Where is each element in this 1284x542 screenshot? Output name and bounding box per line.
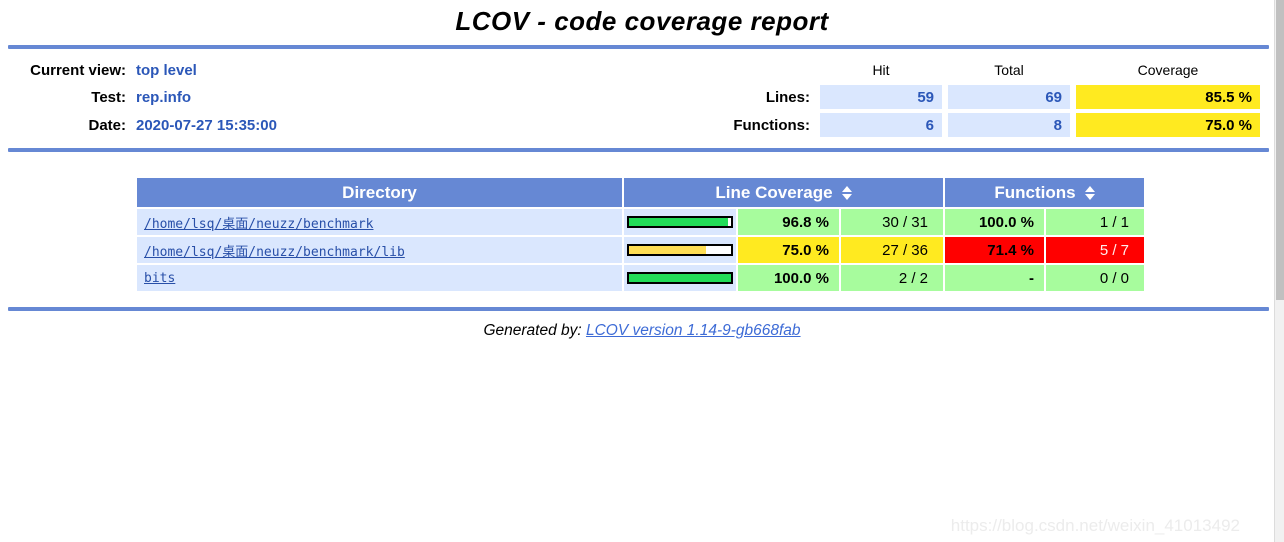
- func-ratio-cell: 1 / 1: [1046, 209, 1144, 235]
- line-coverage-column-header[interactable]: Line Coverage: [624, 178, 943, 207]
- date-label: Date:: [88, 116, 126, 134]
- coverage-bar: [627, 272, 733, 284]
- functions-hit-value: 6: [820, 113, 942, 137]
- generated-by-label: Generated by:: [483, 322, 582, 339]
- lines-coverage-value: 85.5 %: [1076, 85, 1260, 109]
- functions-coverage-value: 75.0 %: [1076, 113, 1260, 137]
- lcov-version-link[interactable]: LCOV version 1.14-9-gb668fab: [585, 322, 801, 339]
- functions-column-header[interactable]: Functions: [945, 178, 1144, 207]
- line-percent-cell: 75.0 %: [738, 237, 839, 263]
- divider-header: [8, 148, 1269, 152]
- watermark-url: https://blog.csdn.net/weixin_41013492: [950, 516, 1240, 535]
- directory-link[interactable]: /home/lsq/桌面/neuzz/benchmark/lib: [144, 244, 405, 260]
- total-column-header: Total: [994, 62, 1024, 78]
- footer: Generated by: LCOV version 1.14-9-gb668f…: [0, 322, 1284, 340]
- directory-link[interactable]: /home/lsq/桌面/neuzz/benchmark: [144, 216, 374, 232]
- scrollbar-thumb[interactable]: [1276, 0, 1284, 300]
- func-ratio-cell: 5 / 7: [1046, 237, 1144, 263]
- func-percent-cell: -: [945, 265, 1044, 291]
- directory-link[interactable]: bits: [144, 270, 176, 286]
- functions-label: Functions:: [733, 116, 810, 134]
- line-ratio-cell: 2 / 2: [841, 265, 943, 291]
- line-percent-cell: 100.0 %: [738, 265, 839, 291]
- sort-updown-icon: [1084, 185, 1095, 200]
- lines-total-value: 69: [948, 85, 1070, 109]
- directory-column-header: Directory: [137, 178, 622, 207]
- scrollbar-track[interactable]: [1274, 0, 1284, 542]
- test-label: Test:: [91, 88, 126, 106]
- divider-top: [8, 45, 1269, 49]
- coverage-column-header: Coverage: [1137, 62, 1199, 78]
- line-coverage-header-label: Line Coverage: [715, 182, 833, 202]
- test-value: rep.info: [136, 88, 191, 106]
- func-percent-cell: 100.0 %: [945, 209, 1044, 235]
- table-row-directory-cell: /home/lsq/桌面/neuzz/benchmark/lib: [137, 237, 622, 263]
- coverage-bar-fill: [629, 246, 706, 254]
- lines-label: Lines:: [765, 88, 810, 106]
- divider-bottom: [8, 307, 1269, 311]
- coverage-bar-fill: [629, 274, 731, 282]
- coverage-bar-cell: [624, 237, 736, 263]
- coverage-bar: [627, 244, 733, 256]
- functions-total-value: 8: [948, 113, 1070, 137]
- coverage-bar-cell: [624, 209, 736, 235]
- coverage-bar-cell: [624, 265, 736, 291]
- current-view-value: top level: [136, 61, 197, 79]
- lines-hit-value: 59: [820, 85, 942, 109]
- date-value: 2020-07-27 15:35:00: [136, 116, 277, 134]
- functions-header-label: Functions: [994, 182, 1076, 202]
- coverage-bar-fill: [629, 218, 728, 226]
- line-ratio-cell: 30 / 31: [841, 209, 943, 235]
- line-percent-cell: 96.8 %: [738, 209, 839, 235]
- func-percent-cell: 71.4 %: [945, 237, 1044, 263]
- line-ratio-cell: 27 / 36: [841, 237, 943, 263]
- hit-column-header: Hit: [872, 62, 890, 78]
- current-view-label: Current view:: [30, 61, 126, 79]
- table-row-directory-cell: /home/lsq/桌面/neuzz/benchmark: [137, 209, 622, 235]
- coverage-bar: [627, 216, 733, 228]
- page-title: LCOV - code coverage report: [455, 6, 829, 36]
- sort-updown-icon: [841, 185, 852, 200]
- overview-header: Current view: top level Hit Total Covera…: [8, 59, 1269, 137]
- directory-table: Directory Line Coverage Functions /home/…: [137, 178, 1144, 291]
- func-ratio-cell: 0 / 0: [1046, 265, 1144, 291]
- table-row-directory-cell: bits: [137, 265, 622, 291]
